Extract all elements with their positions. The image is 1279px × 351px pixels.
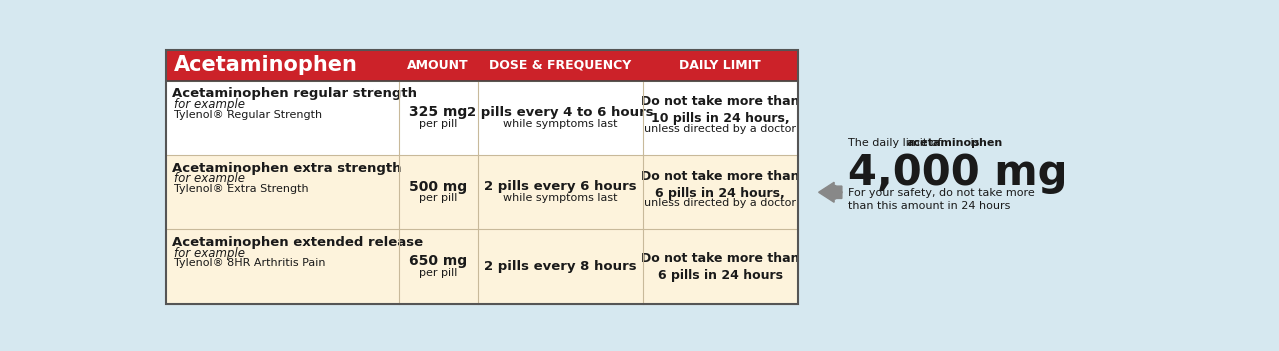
Text: for example: for example	[174, 247, 244, 260]
Bar	[166, 230, 798, 304]
Text: 500 mg: 500 mg	[409, 180, 467, 194]
Text: AMOUNT: AMOUNT	[407, 59, 469, 72]
Text: while symptoms last: while symptoms last	[503, 193, 618, 204]
Text: Tylenol® 8HR Arthritis Pain: Tylenol® 8HR Arthritis Pain	[174, 258, 325, 269]
Text: 4,000 mg: 4,000 mg	[848, 152, 1068, 194]
Text: Acetaminophen extended release: Acetaminophen extended release	[173, 236, 423, 249]
Text: 2 pills every 8 hours: 2 pills every 8 hours	[483, 260, 637, 273]
Text: The daily limit of: The daily limit of	[848, 138, 945, 148]
Text: Do not take more than
6 pills in 24 hours,: Do not take more than 6 pills in 24 hour…	[641, 170, 799, 200]
Text: unless directed by a doctor: unless directed by a doctor	[645, 124, 797, 134]
Text: Do not take more than
10 pills in 24 hours,: Do not take more than 10 pills in 24 hou…	[641, 95, 799, 125]
Text: DOSE & FREQUENCY: DOSE & FREQUENCY	[489, 59, 632, 72]
FancyArrow shape	[819, 182, 842, 202]
Text: 2 pills every 4 to 6 hours: 2 pills every 4 to 6 hours	[467, 106, 654, 119]
Text: Tylenol® Regular Strength: Tylenol® Regular Strength	[174, 110, 322, 119]
Bar	[166, 50, 798, 81]
Text: 650 mg: 650 mg	[409, 254, 467, 268]
Text: while symptoms last: while symptoms last	[503, 119, 618, 129]
Text: Acetaminophen extra strength: Acetaminophen extra strength	[173, 162, 402, 175]
Bar	[166, 50, 798, 304]
Bar	[166, 81, 798, 155]
Text: acetaminophen: acetaminophen	[907, 138, 1003, 148]
Text: for example: for example	[174, 172, 244, 185]
Text: For your safety, do not take more
than this amount in 24 hours: For your safety, do not take more than t…	[848, 188, 1035, 211]
Text: 325 mg: 325 mg	[409, 105, 467, 119]
Text: DAILY LIMIT: DAILY LIMIT	[679, 59, 761, 72]
Text: unless directed by a doctor: unless directed by a doctor	[645, 198, 797, 208]
Bar	[166, 155, 798, 230]
Text: for example: for example	[174, 98, 244, 111]
Text: 2 pills every 6 hours: 2 pills every 6 hours	[483, 180, 637, 193]
Text: Tylenol® Extra Strength: Tylenol® Extra Strength	[174, 184, 308, 194]
Text: per pill: per pill	[420, 193, 458, 204]
Text: per pill: per pill	[420, 268, 458, 278]
Text: Acetaminophen regular strength: Acetaminophen regular strength	[173, 87, 417, 100]
Text: is: is	[967, 138, 980, 148]
Text: Do not take more than
6 pills in 24 hours: Do not take more than 6 pills in 24 hour…	[641, 252, 799, 282]
Text: per pill: per pill	[420, 119, 458, 129]
Text: Acetaminophen: Acetaminophen	[174, 55, 358, 75]
